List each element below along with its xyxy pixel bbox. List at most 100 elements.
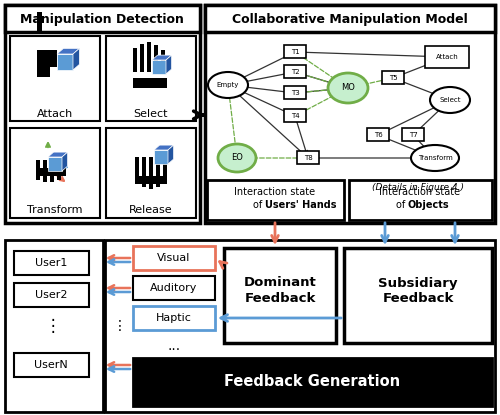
FancyBboxPatch shape bbox=[367, 129, 389, 142]
Ellipse shape bbox=[411, 145, 459, 171]
Text: User1: User1 bbox=[35, 258, 67, 268]
Bar bbox=[50, 160, 54, 182]
Bar bbox=[36, 160, 40, 180]
Text: T2: T2 bbox=[290, 69, 300, 75]
FancyBboxPatch shape bbox=[5, 5, 200, 223]
Ellipse shape bbox=[430, 87, 470, 113]
Text: Attach: Attach bbox=[37, 109, 73, 119]
Bar bbox=[133, 78, 167, 88]
Bar bbox=[140, 44, 144, 72]
Polygon shape bbox=[152, 55, 172, 60]
Text: Select: Select bbox=[440, 97, 461, 103]
Text: (Details in Figure 4.): (Details in Figure 4.) bbox=[372, 183, 464, 193]
FancyBboxPatch shape bbox=[205, 5, 495, 32]
FancyBboxPatch shape bbox=[14, 251, 89, 275]
Text: T1: T1 bbox=[290, 49, 300, 55]
Bar bbox=[37, 12, 42, 32]
FancyBboxPatch shape bbox=[5, 5, 200, 32]
Bar bbox=[156, 157, 160, 187]
FancyBboxPatch shape bbox=[297, 151, 319, 164]
Text: T4: T4 bbox=[290, 113, 300, 119]
Text: MO: MO bbox=[341, 83, 355, 93]
Text: of: of bbox=[252, 200, 265, 210]
Ellipse shape bbox=[218, 144, 256, 172]
FancyBboxPatch shape bbox=[205, 5, 495, 223]
Text: Auditory: Auditory bbox=[150, 283, 198, 293]
FancyBboxPatch shape bbox=[10, 128, 100, 218]
Text: Transform: Transform bbox=[27, 205, 83, 215]
Text: Haptic: Haptic bbox=[156, 313, 192, 323]
FancyBboxPatch shape bbox=[284, 86, 306, 100]
Text: T8: T8 bbox=[304, 155, 312, 161]
FancyBboxPatch shape bbox=[284, 66, 306, 78]
Text: T5: T5 bbox=[388, 75, 398, 81]
Text: Interaction state: Interaction state bbox=[234, 187, 316, 197]
Text: Objects: Objects bbox=[408, 200, 450, 210]
Text: Manipulation Detection: Manipulation Detection bbox=[20, 14, 184, 27]
Polygon shape bbox=[37, 50, 57, 77]
Polygon shape bbox=[48, 152, 68, 157]
FancyBboxPatch shape bbox=[133, 246, 215, 270]
FancyBboxPatch shape bbox=[106, 36, 196, 121]
Text: T6: T6 bbox=[374, 132, 382, 138]
FancyBboxPatch shape bbox=[14, 353, 89, 377]
FancyBboxPatch shape bbox=[14, 283, 89, 307]
Text: Subsidiary: Subsidiary bbox=[378, 276, 458, 290]
FancyBboxPatch shape bbox=[207, 180, 344, 220]
Text: ⋮: ⋮ bbox=[113, 319, 127, 333]
Ellipse shape bbox=[208, 72, 248, 98]
FancyBboxPatch shape bbox=[425, 46, 469, 68]
Text: Feedback Generation: Feedback Generation bbox=[224, 374, 400, 388]
Bar bbox=[154, 45, 158, 72]
FancyBboxPatch shape bbox=[349, 180, 492, 220]
Text: Collaborative Manipulation Model: Collaborative Manipulation Model bbox=[232, 14, 468, 27]
Bar bbox=[161, 50, 165, 72]
FancyBboxPatch shape bbox=[105, 240, 495, 412]
Bar bbox=[135, 176, 167, 184]
Polygon shape bbox=[73, 49, 80, 70]
Text: Interaction state: Interaction state bbox=[380, 187, 460, 197]
FancyBboxPatch shape bbox=[133, 306, 215, 330]
FancyBboxPatch shape bbox=[382, 71, 404, 85]
FancyBboxPatch shape bbox=[133, 358, 492, 406]
Text: ...: ... bbox=[168, 339, 180, 353]
Text: of: of bbox=[396, 200, 408, 210]
FancyBboxPatch shape bbox=[284, 46, 306, 59]
Ellipse shape bbox=[328, 73, 368, 103]
Text: Transform: Transform bbox=[418, 155, 452, 161]
FancyBboxPatch shape bbox=[10, 36, 100, 121]
Text: EO: EO bbox=[231, 154, 243, 163]
Text: Dominant: Dominant bbox=[244, 276, 316, 290]
Text: Visual: Visual bbox=[158, 253, 190, 263]
FancyBboxPatch shape bbox=[344, 248, 492, 343]
Bar bbox=[163, 157, 167, 183]
Polygon shape bbox=[166, 55, 172, 74]
Bar bbox=[135, 157, 139, 183]
FancyBboxPatch shape bbox=[402, 129, 424, 142]
Text: Select: Select bbox=[134, 109, 168, 119]
Text: Users' Hands: Users' Hands bbox=[265, 200, 336, 210]
Text: UserN: UserN bbox=[34, 360, 68, 370]
Text: Feedback: Feedback bbox=[382, 291, 454, 305]
Bar bbox=[147, 42, 151, 72]
Text: T3: T3 bbox=[290, 90, 300, 96]
Text: User2: User2 bbox=[35, 290, 67, 300]
Bar bbox=[142, 157, 146, 187]
Bar bbox=[36, 168, 66, 176]
FancyBboxPatch shape bbox=[133, 276, 215, 300]
FancyBboxPatch shape bbox=[106, 128, 196, 218]
Bar bbox=[133, 48, 137, 72]
Text: Feedback: Feedback bbox=[244, 291, 316, 305]
Polygon shape bbox=[154, 145, 174, 150]
Bar bbox=[57, 54, 73, 70]
Text: T7: T7 bbox=[408, 132, 418, 138]
FancyBboxPatch shape bbox=[224, 248, 336, 343]
Bar bbox=[48, 157, 62, 171]
Polygon shape bbox=[168, 145, 173, 164]
Text: Attach: Attach bbox=[436, 54, 458, 60]
Bar bbox=[43, 160, 47, 182]
Polygon shape bbox=[57, 49, 80, 54]
Polygon shape bbox=[62, 152, 68, 171]
Text: ⋮: ⋮ bbox=[44, 317, 62, 335]
Bar bbox=[149, 157, 153, 189]
